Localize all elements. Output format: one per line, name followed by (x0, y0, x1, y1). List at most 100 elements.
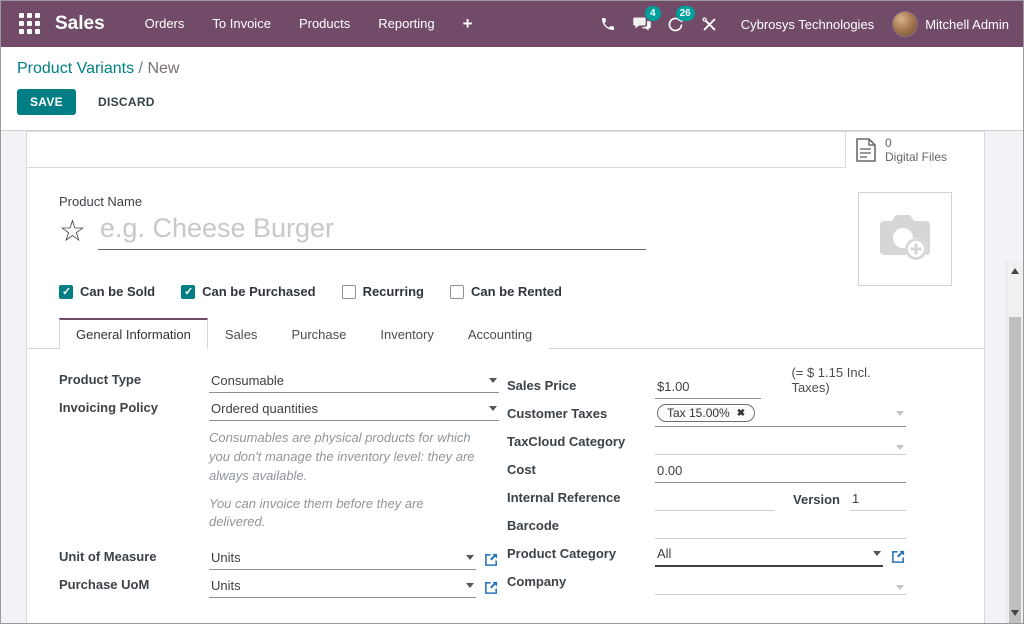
consumable-help-text: Consumables are physical products for wh… (209, 430, 475, 530)
internal-reference-input[interactable] (655, 489, 776, 511)
tab-general-information[interactable]: General Information (59, 318, 208, 349)
product-category-external-link-icon[interactable] (891, 549, 906, 564)
chevron-down-icon (896, 410, 904, 416)
uom-external-link-icon[interactable] (484, 552, 499, 567)
app-name[interactable]: Sales (55, 13, 105, 34)
nav-item-to-invoice[interactable]: To Invoice (212, 16, 271, 31)
product-name-input[interactable] (97, 213, 646, 250)
taxcloud-category-select[interactable] (655, 445, 906, 455)
button-box: 0 Digital Files (27, 132, 984, 168)
product-name-label: Product Name (59, 194, 143, 209)
field-taxcloud-category: TaxCloud Category (507, 427, 906, 455)
version-input[interactable]: 1 (850, 491, 906, 511)
checkbox-box[interactable] (449, 284, 464, 299)
digital-files-text: 0 Digital Files (885, 136, 947, 164)
tax-included-note: (= $ 1.15 Incl. Taxes) (791, 365, 871, 395)
voip-phone-icon[interactable] (591, 1, 625, 47)
field-unit-of-measure: Unit of Measure Units (59, 542, 499, 571)
capability-checkboxes: Can be Sold Can be Purchased Recurring C… (59, 284, 952, 299)
checkbox-can-be-purchased[interactable]: Can be Purchased (181, 284, 316, 299)
checkbox-box[interactable] (341, 284, 356, 299)
vertical-scrollbar[interactable] (1006, 261, 1023, 623)
checkbox-box[interactable] (59, 284, 73, 299)
product-type-select[interactable]: Consumable (209, 373, 499, 393)
scrollbar-thumb[interactable] (1009, 317, 1021, 623)
product-category-select[interactable]: All (655, 546, 883, 567)
chevron-down-icon (489, 378, 497, 383)
purchase-uom-select[interactable]: Units (209, 578, 476, 599)
digital-files-label: Digital Files (885, 150, 948, 164)
nav-item-reporting[interactable]: Reporting (378, 16, 435, 31)
product-image-placeholder[interactable] (858, 192, 952, 286)
favorite-star-icon[interactable]: ☆ (59, 214, 86, 248)
top-nav: Sales Orders To Invoice Products Reporti… (1, 1, 1023, 47)
barcode-input[interactable] (655, 534, 906, 539)
activities-badge: 26 (675, 6, 695, 21)
save-button[interactable]: SAVE (17, 89, 76, 115)
tab-accounting[interactable]: Accounting (450, 319, 550, 349)
chevron-down-icon (466, 555, 474, 561)
field-product-category: Product Category All (507, 539, 906, 567)
checkbox-can-be-sold[interactable]: Can be Sold (59, 284, 155, 299)
product-name-block: Product Name ☆ (59, 194, 952, 250)
form-right-column: Sales Price $1.00 (= $ 1.15 Incl. Taxes)… (507, 365, 906, 598)
apps-grid-icon[interactable] (19, 13, 41, 35)
field-invoicing-policy: Invoicing Policy Ordered quantities (59, 393, 499, 421)
camera-plus-icon (880, 215, 930, 260)
checkbox-recurring[interactable]: Recurring (341, 284, 424, 299)
tax-tag-remove-icon[interactable]: ✖ (736, 407, 746, 419)
breadcrumb: Product Variants / New (17, 60, 1007, 78)
field-sales-price: Sales Price $1.00 (= $ 1.15 Incl. Taxes) (507, 365, 906, 399)
digital-files-count: 0 (885, 136, 892, 150)
tax-tag[interactable]: Tax 15.00% ✖ (657, 404, 756, 422)
uom-select[interactable]: Units (209, 550, 476, 571)
checkbox-can-be-rented[interactable]: Can be Rented (449, 284, 562, 299)
nav-plus-button[interactable]: + (462, 14, 473, 33)
user-menu[interactable]: Mitchell Admin (925, 16, 1009, 32)
tab-sales[interactable]: Sales (207, 319, 275, 349)
activities-clock-icon[interactable]: 26 (659, 1, 695, 47)
sales-price-input[interactable]: $1.00 (655, 379, 762, 399)
notebook-tabs: General Information Sales Purchase Inven… (27, 316, 984, 349)
field-internal-reference: Internal Reference Version 1 (507, 483, 906, 511)
tab-purchase[interactable]: Purchase (274, 319, 364, 349)
company-select[interactable] (655, 585, 906, 595)
nav-item-orders[interactable]: Orders (144, 16, 185, 31)
chevron-down-icon (896, 445, 904, 450)
control-panel: Product Variants / New SAVE DISCARD (1, 47, 1023, 131)
purchase-uom-external-link-icon[interactable] (484, 580, 499, 595)
field-customer-taxes: Customer Taxes Tax 15.00% ✖ (507, 399, 906, 427)
checkbox-box[interactable] (181, 284, 196, 299)
customer-taxes-select[interactable]: Tax 15.00% ✖ (655, 404, 906, 427)
tab-inventory[interactable]: Inventory (363, 319, 451, 349)
breadcrumb-separator: / (138, 60, 143, 77)
field-product-type: Product Type Consumable (59, 365, 499, 393)
messages-icon[interactable]: 4 (625, 1, 661, 47)
cost-input[interactable]: 0.00 (655, 463, 906, 483)
chevron-down-icon (466, 583, 474, 589)
scroll-up-arrow[interactable] (1007, 263, 1023, 279)
field-company: Company (507, 567, 906, 595)
digital-files-stat-button[interactable]: 0 Digital Files (845, 132, 984, 168)
company-switcher[interactable]: Cybrosys Technologies (740, 16, 875, 32)
field-purchase-uom: Purchase UoM Units (59, 570, 499, 599)
invoicing-policy-select[interactable]: Ordered quantities (209, 401, 499, 421)
action-buttons: SAVE DISCARD (17, 89, 1007, 115)
field-cost: Cost 0.00 (507, 455, 906, 483)
general-information-form: Product Type Consumable Invoicing Policy… (27, 349, 984, 599)
breadcrumb-current: New (147, 60, 180, 77)
chevron-down-icon (896, 585, 904, 590)
tools-icon[interactable] (693, 1, 727, 47)
user-avatar[interactable] (892, 11, 919, 37)
version-label: Version (793, 492, 840, 507)
scroll-down-arrow[interactable] (1007, 605, 1023, 621)
discard-button[interactable]: DISCARD (90, 89, 163, 115)
chevron-down-icon (489, 406, 497, 411)
nav-item-products[interactable]: Products (298, 16, 351, 31)
content-area: 0 Digital Files Product Name ☆ (1, 131, 1023, 623)
form-left-column: Product Type Consumable Invoicing Policy… (59, 365, 499, 599)
breadcrumb-parent[interactable]: Product Variants (17, 60, 135, 77)
field-barcode: Barcode (507, 511, 906, 539)
messages-badge: 4 (644, 6, 661, 21)
